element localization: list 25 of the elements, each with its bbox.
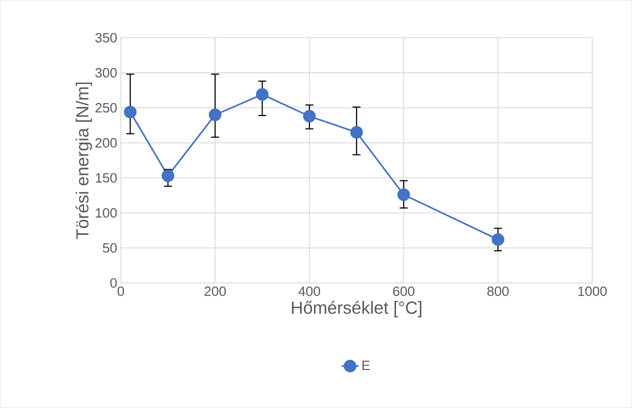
- y-tick-label: 50: [102, 243, 117, 253]
- y-axis-title: Törési energia [N/m]: [76, 82, 92, 240]
- point: [162, 170, 174, 182]
- y-tick-label: 350: [95, 33, 117, 43]
- y-tick-label: 250: [96, 103, 117, 113]
- point: [303, 110, 316, 123]
- point: [492, 233, 504, 246]
- x-tick-label: 1000: [578, 286, 607, 296]
- y-tick-label: 0: [110, 278, 117, 288]
- y-tick-label: 300: [95, 68, 117, 78]
- point: [256, 88, 269, 101]
- x-tick-label: 0: [118, 286, 124, 296]
- point: [397, 188, 410, 202]
- point: [208, 108, 222, 122]
- x-tick-label: 400: [298, 286, 320, 296]
- point: [350, 126, 363, 139]
- x-tick-label: 800: [487, 286, 509, 296]
- y-tick-label: 150: [96, 173, 117, 183]
- legend-label: E: [362, 360, 370, 370]
- point: [124, 106, 137, 118]
- y-tick-label: 200: [96, 138, 117, 148]
- x-tick-label: 600: [393, 286, 414, 296]
- x-tick-label: 200: [204, 286, 226, 296]
- y-tick-label: 100: [96, 208, 117, 218]
- x-axis-title: Hőmérséklet [°C]: [292, 300, 422, 318]
